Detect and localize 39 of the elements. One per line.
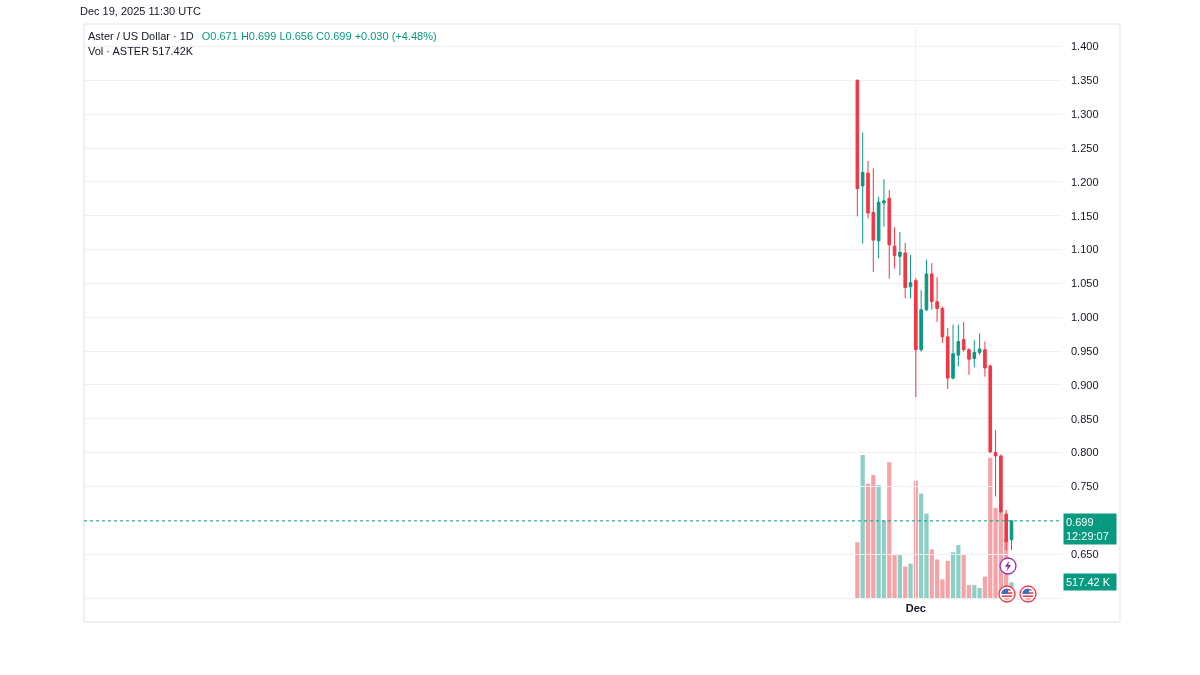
candlestick: [945, 327, 950, 390]
text: Dec 19, 2025 11:30 UTC: [80, 5, 201, 18]
ref-line-label: 0.699 12:29:07: [1066, 516, 1109, 543]
y-tick-label: 1.350: [1071, 74, 1099, 87]
candlestick: [887, 189, 892, 280]
bar: [860, 455, 865, 598]
y-tick-label: 1.400: [1071, 40, 1099, 53]
y-tick-label: 0.950: [1071, 344, 1099, 357]
candlestick: [855, 78, 860, 217]
y-tick-label: 0.650: [1071, 547, 1099, 560]
y-tick-label: 1.100: [1071, 243, 1099, 256]
y-tick-label: 1.000: [1071, 311, 1099, 324]
text: 517.42 K: [1066, 576, 1111, 588]
candlestick: [903, 242, 907, 299]
y-tick-label: 0.850: [1071, 412, 1099, 425]
candlestick: [977, 332, 982, 356]
candlestick: [898, 231, 902, 276]
candlestick: [860, 132, 865, 244]
chart-title: Aster / US Dollar · 1D: [88, 30, 194, 42]
y-tick-label: 1.200: [1071, 175, 1099, 188]
candlestick: [914, 277, 918, 398]
candlestick: [892, 226, 897, 270]
y-tick-label: 0.750: [1071, 480, 1099, 493]
chart-subtitle: O0.671 H0.699 L0.656 C0.699 +0.030 (+4.48%): [201, 30, 437, 42]
candlestick: [908, 254, 913, 299]
candlestick: [972, 339, 977, 368]
x-tick-label: Dec: [905, 602, 926, 614]
y-tick-label: 1.150: [1071, 209, 1099, 222]
y-tick-label: 0.900: [1071, 378, 1099, 391]
y-tick-label: 1.250: [1071, 141, 1099, 154]
y-tick-label: 1.050: [1071, 277, 1099, 290]
candlestick: [919, 289, 923, 353]
bar: [903, 566, 908, 598]
bar: [855, 542, 860, 598]
y-tick-label: 1.300: [1071, 108, 1099, 121]
bar: [897, 555, 903, 598]
annotation: Vol · ASTER 517.42K: [88, 45, 194, 58]
bar: [908, 563, 913, 598]
y-tick-label: 0.800: [1071, 446, 1099, 459]
